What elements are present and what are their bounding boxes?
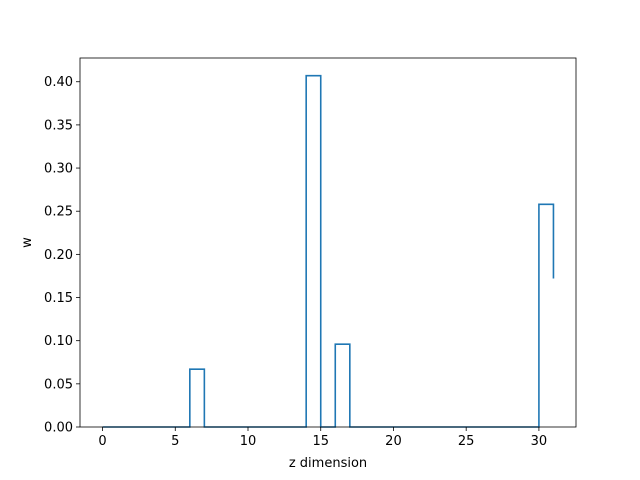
x-axis-label: z dimension: [289, 456, 367, 471]
y-tick-label: 0.15: [44, 291, 73, 306]
y-axis-label: w: [20, 237, 35, 248]
y-tick-label: 0.20: [44, 248, 73, 263]
x-tick-label: 25: [458, 434, 475, 449]
x-tick-label: 20: [385, 434, 402, 449]
x-tick-label: 0: [98, 434, 106, 449]
y-tick-label: 0.35: [44, 118, 73, 133]
y-tick-label: 0.30: [44, 162, 73, 177]
x-tick-label: 10: [240, 434, 257, 449]
x-tick-label: 15: [312, 434, 329, 449]
y-tick-label: 0.25: [44, 205, 73, 220]
y-ticks: 0.00 0.05 0.10 0.15 0.20 0.25 0.30 0.35 0.40: [44, 75, 80, 436]
axes-frame: [79, 57, 577, 428]
x-ticks: 0 5 10 15 20 25 30: [98, 427, 547, 449]
y-tick-label: 0.10: [44, 334, 73, 349]
y-tick-label: 0.05: [44, 377, 73, 392]
y-tick-label: 0.00: [44, 421, 73, 436]
x-tick-label: 5: [171, 434, 179, 449]
x-tick-label: 30: [531, 434, 548, 449]
y-tick-label: 0.40: [44, 75, 73, 90]
